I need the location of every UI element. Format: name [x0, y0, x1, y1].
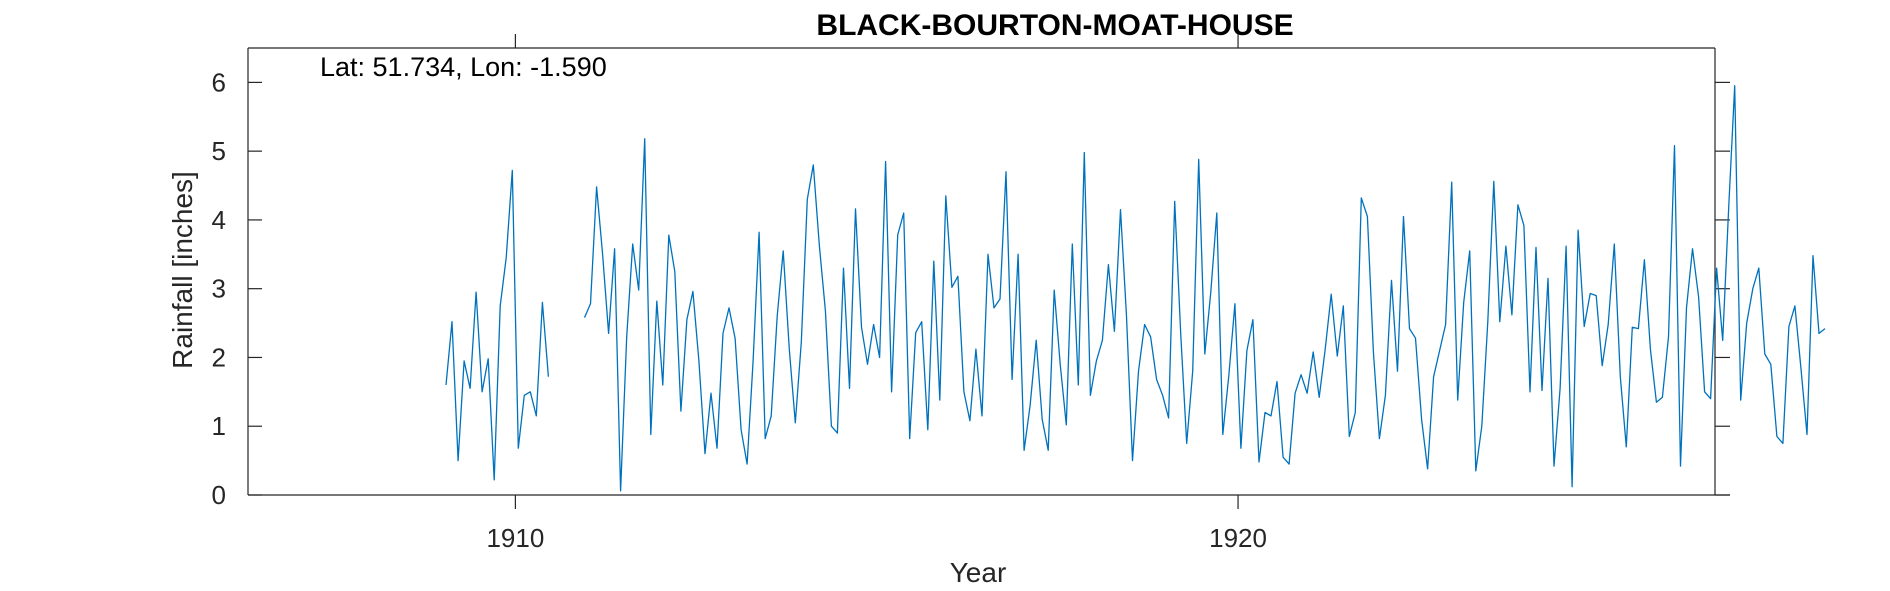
- chart-title: BLACK-BOURTON-MOAT-HOUSE: [816, 9, 1293, 42]
- y-tick-label: 2: [212, 342, 226, 372]
- y-tick-label: 5: [212, 136, 226, 166]
- x-tick-label: 1920: [1209, 523, 1267, 553]
- y-tick-label: 1: [212, 411, 226, 441]
- location-annotation: Lat: 51.734, Lon: -1.590: [320, 52, 607, 82]
- y-tick-label: 4: [212, 205, 226, 235]
- rainfall-series-line: [445, 85, 1826, 492]
- y-axis-label: Rainfall [inches]: [167, 171, 198, 369]
- y-tick-label: 6: [212, 67, 226, 97]
- x-tick-label: 1910: [486, 523, 544, 553]
- x-axis-label: Year: [950, 557, 1007, 588]
- y-tick-label: 0: [212, 480, 226, 510]
- y-tick-label: 3: [212, 274, 226, 304]
- series-group: [445, 85, 1826, 492]
- plot-axes: 0 1 2 3 4 5 6 1910 1920: [212, 34, 1730, 553]
